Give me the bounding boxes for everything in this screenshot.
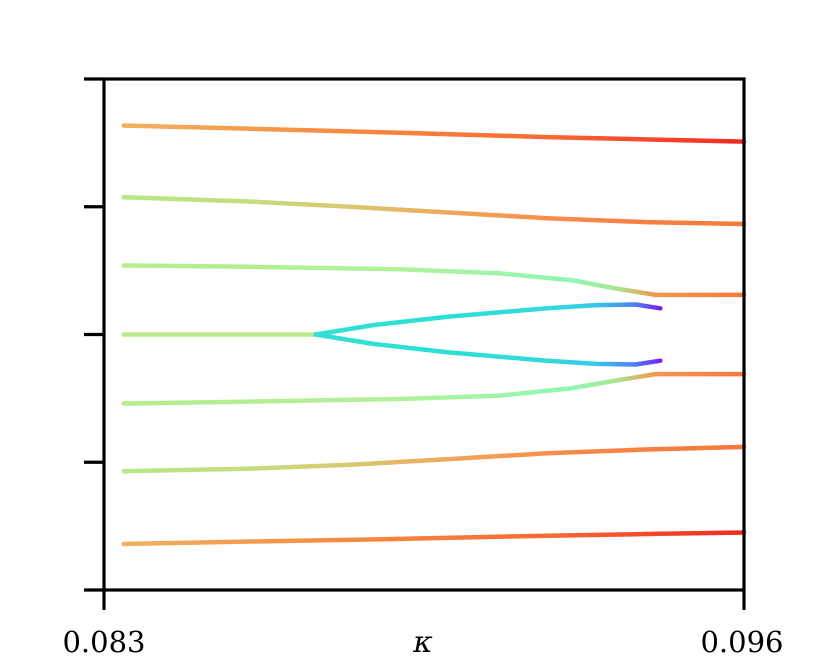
series-line-branch-upper: [313, 302, 663, 337]
series-line-upper-3: [121, 263, 747, 298]
x-axis-label: κ: [412, 625, 433, 660]
x-tick-label-left: 0.083: [62, 625, 145, 659]
x-tick-label-right: 0.096: [700, 625, 783, 659]
series-line-lower-3: [121, 371, 747, 406]
series-line-upper-2: [121, 194, 747, 227]
series-line-bottom: [121, 530, 747, 547]
tick-layer: [84, 77, 746, 610]
series-line-top: [121, 123, 747, 144]
series-line-lower-2: [121, 444, 747, 474]
series-line-branch-lower: [313, 332, 663, 367]
series-layer: [121, 123, 747, 547]
